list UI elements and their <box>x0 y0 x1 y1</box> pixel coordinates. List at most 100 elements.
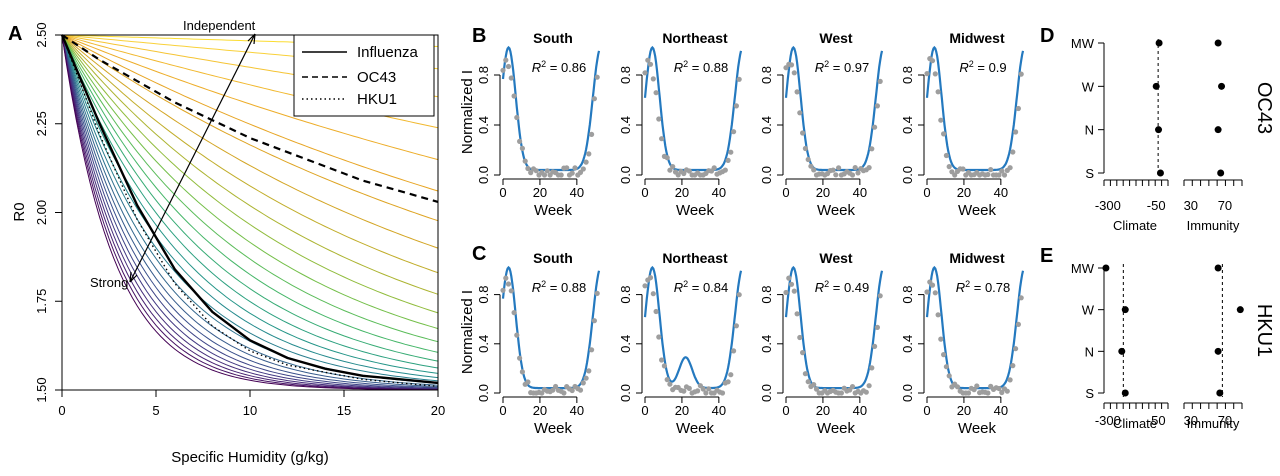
category-label: S <box>1085 386 1094 401</box>
observed-point <box>525 379 531 385</box>
observed-point <box>553 383 559 390</box>
observed-point <box>647 275 654 281</box>
observed-point <box>503 57 509 63</box>
subplot-xtick-label: 40 <box>712 403 726 418</box>
observed-point <box>791 288 797 294</box>
observed-point <box>517 138 523 144</box>
immunity-point <box>1236 306 1244 314</box>
subplot-ytick-label: 0.4 <box>476 116 491 134</box>
observed-point <box>929 282 936 288</box>
observed-point <box>794 89 800 95</box>
observed-point <box>869 146 875 152</box>
subplot-xtick-label: 0 <box>923 185 930 200</box>
observed-point <box>733 323 740 329</box>
observed-point <box>664 155 670 161</box>
observed-point <box>946 373 952 379</box>
observed-point <box>938 336 944 342</box>
observed-point <box>591 96 598 102</box>
observed-point <box>656 116 662 122</box>
subplot-xtick-label: 40 <box>853 185 867 200</box>
panel-label-e: E <box>1040 245 1053 267</box>
subplot-c-midwest: Midwest 0.0 0.4 0.8 0 20 40 Week R2 = 0.78 <box>900 250 1025 437</box>
series-line-hku1 <box>61 34 439 388</box>
observed-point <box>952 172 958 178</box>
observed-point <box>522 158 528 164</box>
observed-point <box>872 124 878 130</box>
observed-point <box>874 103 881 109</box>
subplot-c-south: South 0.0 0.4 0.8 0 20 40 Week R2 = 0.88 <box>476 250 601 437</box>
subplot-xtick-label: 0 <box>782 403 789 418</box>
r0-family-curve <box>61 34 439 353</box>
climate-xtick-label: -50 <box>1147 413 1166 428</box>
observed-point <box>711 165 717 171</box>
side-label: OC43 <box>1253 82 1275 134</box>
subplot-ytick-label: 0.0 <box>618 384 633 402</box>
panel-a-xtick-label: 15 <box>337 403 351 418</box>
subplot-ytick-label: 0.4 <box>618 116 633 134</box>
observed-point <box>519 145 526 151</box>
observed-point <box>849 384 856 390</box>
r0-family-curve <box>61 34 439 295</box>
subplot-title: West <box>819 30 853 46</box>
observed-point <box>703 390 709 396</box>
immunity-xtick-label: 30 <box>1184 198 1198 213</box>
observed-point <box>667 381 673 387</box>
observed-point <box>650 291 656 297</box>
observed-point <box>675 172 681 178</box>
observed-point <box>996 172 1002 178</box>
observed-point <box>954 384 961 390</box>
panel-a-axes: 0 5 10 15 20 1.50 1.75 2.00 2.25 2.50 <box>34 22 445 418</box>
observed-point <box>591 318 598 324</box>
observed-point <box>1013 346 1019 352</box>
observed-point <box>589 131 595 137</box>
subplot-xtick-label: 40 <box>712 185 726 200</box>
climate-point <box>1155 39 1163 47</box>
side-label: HKU1 <box>1253 304 1275 357</box>
climate-xtick-label: -300 <box>1095 198 1121 213</box>
panel-label-a: A <box>8 23 22 45</box>
panel-c-ylabel: Normalized I <box>459 290 476 374</box>
immunity-point <box>1214 264 1222 272</box>
observed-point <box>681 170 687 177</box>
observed-point <box>932 290 938 296</box>
observed-point <box>700 386 706 392</box>
r0-series-lines <box>60 34 439 388</box>
panel-a-xlabel: Specific Humidity (g/kg) <box>171 449 329 466</box>
panel-b-ylabel: Normalized I <box>459 70 476 154</box>
observed-point <box>863 389 869 395</box>
climate-xtick-label: -300 <box>1095 413 1121 428</box>
subplot-title: Midwest <box>949 30 1005 46</box>
subplot-r2: R2 = 0.88 <box>532 279 587 295</box>
observed-point <box>719 390 726 396</box>
observed-point <box>1013 129 1019 135</box>
r0-family-curve <box>61 34 439 362</box>
observed-point <box>586 151 592 157</box>
observed-point <box>874 324 881 330</box>
observed-point <box>583 159 589 165</box>
observed-point <box>594 74 600 80</box>
panel-label-c: C <box>472 243 486 265</box>
observed-point <box>791 70 797 76</box>
subplot-ytick-label: 0.8 <box>900 286 915 304</box>
observed-point <box>946 164 952 170</box>
observed-point <box>659 357 665 363</box>
subplot-ytick-label: 0.0 <box>759 166 774 184</box>
observed-point <box>833 172 839 178</box>
observed-point <box>659 136 665 142</box>
observed-point <box>503 275 509 281</box>
r0-family-curve <box>61 34 439 390</box>
observed-point <box>670 164 676 170</box>
panel-a-xtick-label: 0 <box>58 403 65 418</box>
observed-point <box>877 293 883 299</box>
arrow-head-strong <box>129 271 138 283</box>
category-label: W <box>1082 303 1095 318</box>
observed-point <box>869 365 875 371</box>
immunity-point <box>1214 126 1222 134</box>
subplot-xtick-label: 40 <box>570 403 584 418</box>
observed-point <box>500 67 506 73</box>
observed-point <box>788 62 795 68</box>
observed-point <box>999 389 1005 396</box>
observed-point <box>802 145 809 152</box>
subplot-xlabel: Week <box>817 420 856 437</box>
